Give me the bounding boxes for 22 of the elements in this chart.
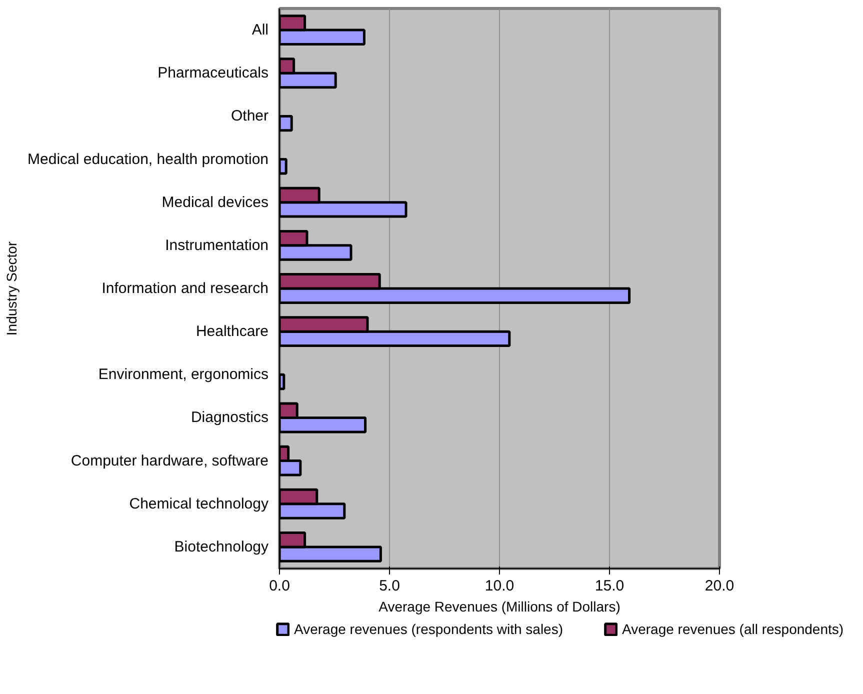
y-tick-label: Information and research bbox=[102, 280, 269, 297]
y-axis-title: Industry Sector bbox=[4, 241, 20, 336]
x-axis-title: Average Revenues (Millions of Dollars) bbox=[378, 598, 620, 614]
x-tick-label: 10.0 bbox=[484, 578, 514, 594]
x-tick-label: 20.0 bbox=[704, 578, 734, 594]
y-tick-label: Diagnostics bbox=[190, 409, 269, 426]
y-tick-label: Instrumentation bbox=[165, 236, 268, 254]
y-tick-label: Medical devices bbox=[162, 194, 269, 211]
y-tick-label: Pharmaceuticals bbox=[158, 64, 269, 82]
legend-label: Average revenues (respondents with sales) bbox=[294, 621, 564, 637]
x-tick-label: 5.0 bbox=[379, 578, 400, 594]
x-tick-label: 0.0 bbox=[269, 578, 290, 594]
y-tick-label: Medical education, health promotion bbox=[28, 150, 269, 168]
y-tick-label: All bbox=[252, 22, 268, 39]
legend-label: Average revenues (all respondents) bbox=[622, 621, 844, 637]
y-tick-label: Environment, ergonomics bbox=[98, 366, 268, 384]
y-tick-label: Computer hardware, software bbox=[70, 452, 269, 470]
y-tick-label: Healthcare bbox=[196, 323, 269, 340]
y-tick-label: Biotechnology bbox=[174, 538, 269, 556]
y-tick-label: Other bbox=[230, 108, 269, 125]
x-tick-label: 15.0 bbox=[594, 578, 624, 594]
y-tick-label: Chemical technology bbox=[129, 495, 269, 512]
